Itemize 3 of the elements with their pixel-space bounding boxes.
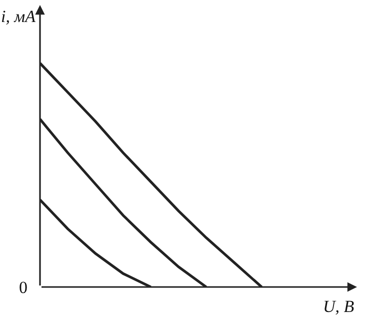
annotation: 0 (19, 278, 28, 297)
y-axis-title: i, мА (1, 7, 36, 26)
x-axis-title: U, В (323, 297, 355, 316)
